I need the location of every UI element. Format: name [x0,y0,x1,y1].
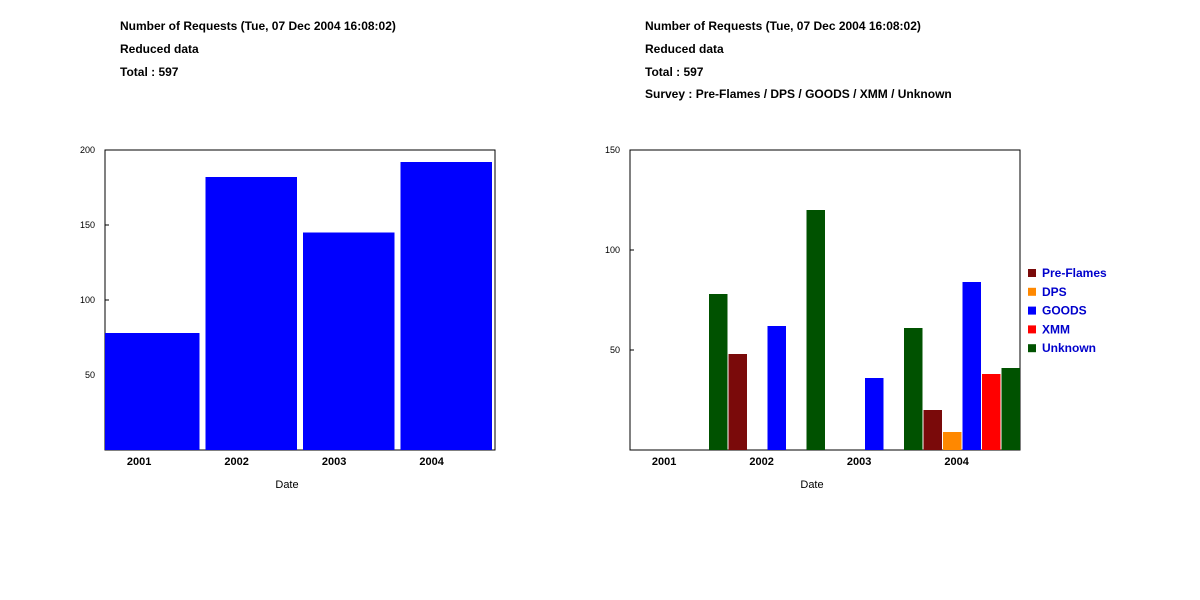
legend-label-goods: GOODS [1042,304,1087,318]
x-tick-label: 2003 [847,456,871,468]
legend-label-xmm: XMM [1042,322,1070,336]
chart-subtitle: Reduced data [120,42,199,56]
x-tick-label: 2002 [224,456,248,468]
bar-goods [865,378,884,450]
chart-title: Number of Requests (Tue, 07 Dec 2004 16:… [645,19,921,33]
x-tick-label: 2002 [749,456,773,468]
bar [105,333,200,450]
bar-pre-flames [923,410,942,450]
x-tick-label: 2001 [652,456,676,468]
legend-label-pre-flames: Pre-Flames [1042,266,1107,280]
bar [400,162,492,450]
y-tick-label: 50 [610,345,620,355]
legend-swatch-pre-flames [1028,269,1036,277]
x-axis-label: Date [275,479,298,491]
chart-panel-total: Number of Requests (Tue, 07 Dec 2004 16:… [80,19,496,491]
chart-total: Total : 597 [120,65,179,79]
bar-chart-survey: 50 100 150 2001 2002 2003 2004 Date Pre-Flames DP… [605,145,1107,491]
x-tick-label: 2003 [322,456,346,468]
chart-total: Total : 597 [645,65,704,79]
bar-goods [767,326,786,450]
legend-swatch-unknown [1028,344,1036,353]
x-axis-label: Date [800,479,823,491]
y-tick-label: 100 [605,245,620,255]
bar-unknown [904,328,923,450]
legend-swatch-xmm [1028,325,1036,334]
bar-goods [962,282,981,450]
bar-pre-flames [728,354,747,450]
x-tick-label: 2001 [127,456,151,468]
legend-swatch-dps [1028,287,1036,296]
bar [303,232,395,450]
bar-chart-total: 50 100 150 200 2001 2002 2003 2004 Date [80,145,496,491]
chart-subtitle: Reduced data [645,42,724,56]
bar-unknown [709,294,728,450]
legend-swatch-goods [1028,306,1036,315]
legend-label-unknown: Unknown [1042,341,1096,355]
y-tick-label: 200 [80,145,95,155]
bar-dps [943,432,962,450]
bar-unknown [806,210,825,450]
chart-title: Number of Requests (Tue, 07 Dec 2004 16:… [120,19,396,33]
y-tick-label: 150 [80,220,95,230]
legend-label-dps: DPS [1042,285,1067,299]
y-tick-label: 50 [85,370,95,380]
bar-unknown [1001,368,1020,450]
y-tick-label: 100 [80,295,95,305]
x-tick-label: 2004 [944,456,969,468]
y-tick-label: 150 [605,145,620,155]
x-tick-label: 2004 [419,456,444,468]
chart-survey-line: Survey : Pre-Flames / DPS / GOODS / XMM … [645,87,952,101]
bar-xmm [982,374,1001,450]
bar [205,177,297,450]
chart-panel-survey: Number of Requests (Tue, 07 Dec 2004 16:… [600,0,1200,600]
